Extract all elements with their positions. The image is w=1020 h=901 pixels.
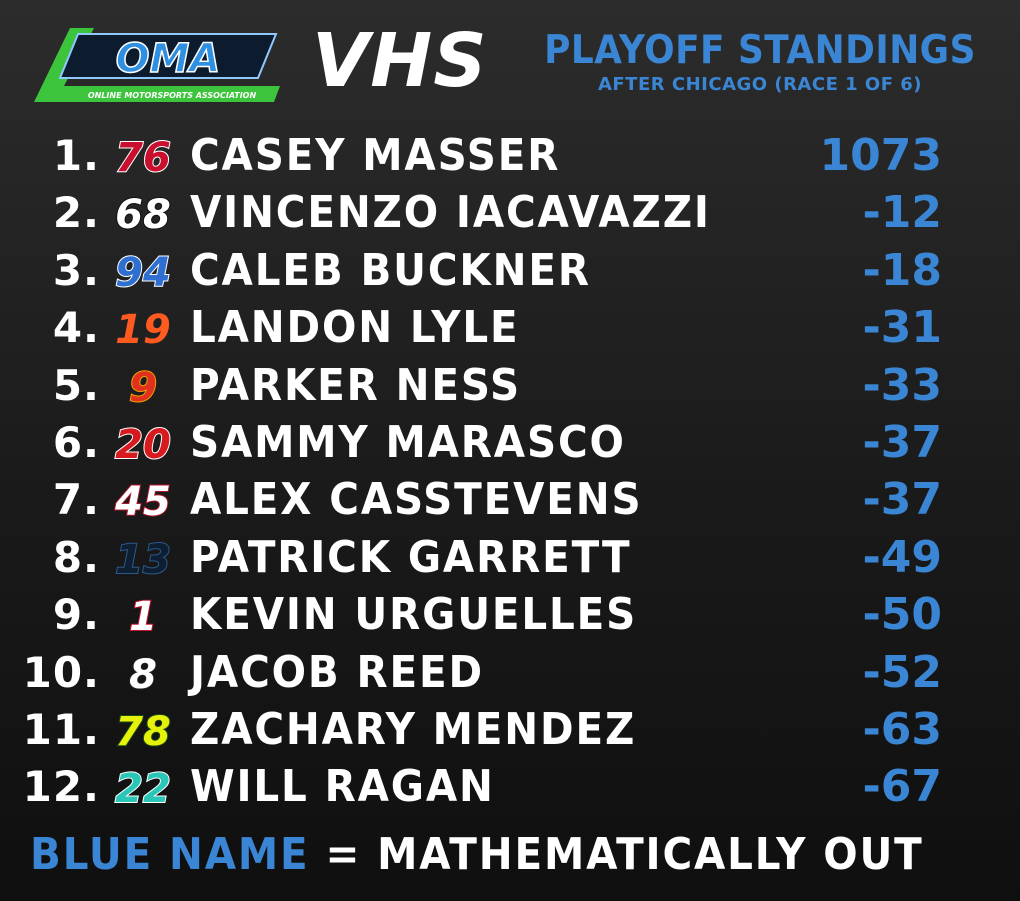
car-number-icon: 8 <box>108 649 178 695</box>
logo-letters: OMA <box>116 36 221 82</box>
driver-name: PATRICK GARRETT <box>190 531 632 583</box>
car-number-icon: 9 <box>108 362 178 408</box>
oma-logo: OMA ONLINE MOTORSPORTS ASSOCIATION <box>30 20 285 110</box>
standings-row: 4. 19 LANDON LYLE -31 <box>0 299 1020 356</box>
driver-name: CASEY MASSER <box>190 130 561 181</box>
car-number: 94 <box>115 250 171 293</box>
car-number-icon: 1 <box>108 591 178 637</box>
standings-row: 3. 94 CALEB BUCKNER -18 <box>0 242 1020 299</box>
points-value: -50 <box>862 589 943 641</box>
position-label: 11. <box>22 705 100 754</box>
points-value: -12 <box>862 187 943 239</box>
driver-name: CALEB BUCKNER <box>190 244 591 296</box>
standings-row: 5. 9 PARKER NESS -33 <box>0 357 1020 414</box>
car-number-icon: 94 <box>108 247 178 293</box>
points-value: -49 <box>862 531 943 583</box>
header: PLAYOFF STANDINGS AFTER CHICAGO (RACE 1 … <box>520 30 1000 98</box>
driver-name: PARKER NESS <box>190 359 521 411</box>
driver-name: SAMMY MARASCO <box>190 417 626 468</box>
standings-row: 9. 1 KEVIN URGUELLES -50 <box>0 586 1020 643</box>
points-value: -67 <box>862 761 943 813</box>
car-number-icon: 22 <box>108 763 178 809</box>
standings-row: 2. 68 VINCENZO IACAVAZZI -12 <box>0 184 1020 241</box>
position-label: 6. <box>52 418 100 467</box>
driver-name: ZACHARY MENDEZ <box>190 704 637 755</box>
driver-name: JACOB REED <box>190 646 484 698</box>
driver-name: ALEX CASSTEVENS <box>190 474 643 526</box>
legend-description: = MATHEMATICALLY OUT <box>309 829 924 880</box>
standings-row: 1. 76 CASEY MASSER 1073 <box>0 127 1020 184</box>
position-label: 7. <box>52 475 100 525</box>
points-value: -33 <box>862 359 943 411</box>
car-number: 1 <box>129 594 157 637</box>
car-number: 78 <box>115 709 171 752</box>
car-number-icon: 19 <box>108 304 178 350</box>
car-number-icon: 45 <box>108 476 178 522</box>
position-label: 1. <box>52 131 100 180</box>
position-label: 5. <box>52 360 100 410</box>
car-number: 68 <box>115 192 171 235</box>
position-label: 2. <box>52 188 100 238</box>
standings-row: 12. 22 WILL RAGAN -67 <box>0 758 1020 815</box>
driver-name: VINCENZO IACAVAZZI <box>190 187 711 239</box>
points-value: -37 <box>862 417 943 468</box>
standings-row: 8. 13 PATRICK GARRETT -49 <box>0 529 1020 586</box>
league-title: VHS <box>312 18 488 104</box>
car-number-icon: 20 <box>108 419 178 465</box>
car-number: 8 <box>129 652 157 695</box>
car-number: 76 <box>115 135 171 178</box>
car-number: 13 <box>115 537 171 580</box>
standings-row: 7. 45 ALEX CASSTEVENS -37 <box>0 471 1020 528</box>
position-label: 4. <box>52 303 100 353</box>
page-title: PLAYOFF STANDINGS <box>544 28 976 73</box>
position-label: 12. <box>22 762 100 812</box>
car-number-icon: 76 <box>108 132 178 178</box>
points-value: -63 <box>862 704 943 755</box>
points-value: -18 <box>862 244 943 296</box>
car-number: 22 <box>115 766 171 809</box>
position-label: 3. <box>52 245 100 295</box>
car-number: 45 <box>114 479 171 522</box>
car-number: 19 <box>115 307 171 350</box>
page-subtitle: AFTER CHICAGO (RACE 1 OF 6) <box>597 74 923 95</box>
points-value: -31 <box>862 302 943 354</box>
position-label: 8. <box>52 532 100 582</box>
position-label: 10. <box>22 647 100 697</box>
car-number-icon: 78 <box>108 706 178 752</box>
driver-name: KEVIN URGUELLES <box>190 589 638 641</box>
points-value: 1073 <box>819 130 942 181</box>
legend-blue-name: BLUE NAME <box>30 829 310 880</box>
car-number: 9 <box>129 365 157 408</box>
driver-name: WILL RAGAN <box>190 761 495 813</box>
standings-row: 6. 20 SAMMY MARASCO -37 <box>0 414 1020 471</box>
car-number-icon: 68 <box>108 189 178 235</box>
car-number-icon: 13 <box>108 534 178 580</box>
points-value: -37 <box>862 474 943 526</box>
car-number: 20 <box>115 422 171 465</box>
points-value: -52 <box>862 646 943 698</box>
driver-name: LANDON LYLE <box>190 302 520 354</box>
standings-row: 10. 8 JACOB REED -52 <box>0 644 1020 701</box>
legend-footer: BLUE NAME = MATHEMATICALLY OUT <box>30 825 924 885</box>
position-label: 9. <box>52 590 100 640</box>
standings-row: 11. 78 ZACHARY MENDEZ -63 <box>0 701 1020 758</box>
logo-tagline: ONLINE MOTORSPORTS ASSOCIATION <box>88 91 257 100</box>
